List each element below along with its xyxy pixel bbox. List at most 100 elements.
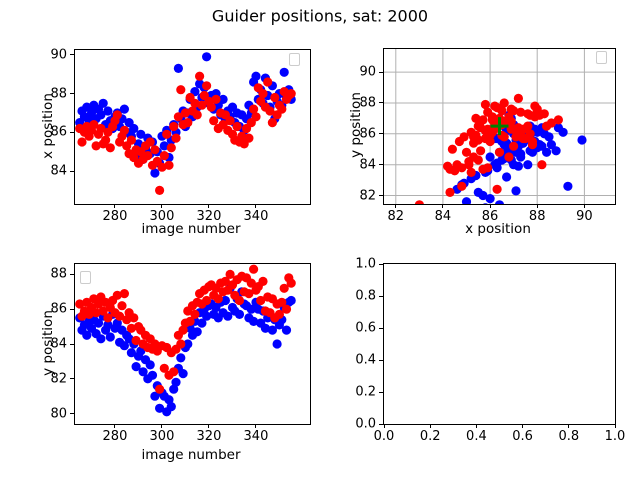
y-axis-label: y position — [40, 310, 56, 376]
plot-canvas — [384, 49, 615, 204]
y-tick-mark — [70, 413, 74, 415]
x-tick-label: 280 — [102, 429, 128, 444]
x-tick-label: 1.0 — [604, 429, 626, 444]
plot-canvas — [75, 52, 296, 195]
plot-canvas — [384, 264, 615, 424]
x-tick-mark — [522, 424, 524, 428]
y-tick-mark — [379, 263, 383, 265]
x-tick-label: 340 — [243, 429, 269, 444]
x-tick-label: 320 — [196, 209, 222, 224]
x-tick-mark — [255, 204, 257, 208]
x-tick-label: 0.8 — [558, 429, 580, 444]
scatter-points-red — [75, 71, 296, 195]
x-tick-label: 0.0 — [373, 429, 395, 444]
y-tick-label: 84 — [50, 336, 67, 352]
y-axis-label: x position — [40, 93, 56, 159]
plot-area — [384, 264, 615, 424]
y-tick-label: 90 — [50, 47, 67, 63]
plot-area — [384, 49, 615, 204]
legend-box — [80, 271, 91, 284]
x-tick-label: 82 — [387, 209, 405, 224]
x-tick-label: 0.4 — [466, 429, 487, 444]
y-tick-mark — [70, 378, 74, 380]
plot-y-vs-x-position: 82 84 86 88 90 82 84 86 88 90 — [359, 48, 616, 223]
x-tick-label: 0.6 — [512, 429, 533, 444]
marker-cross-mean-position-cross — [490, 117, 509, 136]
y-tick-mark — [70, 273, 74, 275]
x-tick-label: 340 — [243, 209, 269, 224]
x-tick-mark — [255, 424, 257, 428]
x-tick-mark — [536, 204, 538, 208]
x-tick-label: 300 — [149, 209, 175, 224]
x-axis-label: image number — [141, 447, 241, 463]
y-tick-mark — [70, 343, 74, 345]
x-tick-label: 300 — [149, 429, 175, 444]
x-tick-label: 320 — [196, 429, 222, 444]
y-tick-label: 0.6 — [355, 320, 376, 336]
y-tick-label: 86 — [50, 301, 67, 317]
y-tick-mark — [379, 295, 383, 297]
plot-x-position-vs-image-number: 280 300 320 340 84 86 88 90 — [50, 48, 311, 223]
y-axis-label: y position — [348, 92, 364, 158]
y-tick-mark — [379, 71, 383, 73]
y-tick-mark — [379, 423, 383, 425]
x-tick-label: 0.2 — [419, 429, 441, 444]
x-tick-mark — [161, 424, 163, 428]
y-tick-mark — [379, 391, 383, 393]
x-tick-mark — [583, 204, 585, 208]
legend-box — [289, 53, 300, 66]
y-tick-label: 84 — [50, 163, 67, 179]
x-tick-mark — [208, 424, 210, 428]
y-tick-label: 88 — [50, 266, 67, 282]
x-tick-mark — [114, 424, 116, 428]
x-tick-mark — [489, 204, 491, 208]
x-tick-mark — [442, 204, 444, 208]
y-tick-mark — [70, 54, 74, 56]
x-tick-label: 86 — [481, 209, 499, 224]
y-tick-label: 88 — [50, 86, 67, 102]
y-tick-label: 90 — [359, 64, 376, 80]
y-tick-label: 82 — [359, 188, 376, 204]
x-tick-mark — [383, 424, 385, 428]
plot-canvas — [75, 264, 296, 417]
y-tick-label: 0.0 — [355, 416, 376, 432]
y-tick-mark — [379, 133, 383, 135]
x-tick-mark — [614, 424, 616, 428]
y-tick-mark — [70, 170, 74, 172]
y-tick-mark — [379, 102, 383, 104]
y-tick-mark — [379, 195, 383, 197]
y-tick-mark — [70, 93, 74, 95]
y-tick-label: 0.2 — [355, 384, 376, 400]
y-tick-label: 82 — [50, 371, 67, 387]
y-tick-label: 0.8 — [355, 288, 376, 304]
y-tick-mark — [70, 308, 74, 310]
x-tick-mark — [114, 204, 116, 208]
x-tick-label: 280 — [102, 209, 128, 224]
y-tick-label: 1.0 — [355, 256, 376, 272]
y-tick-label: 0.4 — [355, 352, 376, 368]
plot-area — [75, 264, 310, 424]
x-axis-label: x position — [465, 221, 531, 237]
figure-title: Guider positions, sat: 2000 — [211, 6, 429, 26]
y-tick-mark — [70, 131, 74, 133]
plot-y-position-vs-image-number: 280 300 320 340 80 82 84 86 88 — [50, 263, 311, 443]
x-tick-mark — [568, 424, 570, 428]
y-tick-label: 86 — [50, 124, 67, 140]
y-tick-label: 86 — [359, 126, 376, 142]
x-tick-mark — [475, 424, 477, 428]
x-tick-mark — [208, 204, 210, 208]
legend-box — [596, 51, 607, 64]
x-tick-label: 90 — [576, 209, 593, 224]
x-tick-mark — [161, 204, 163, 208]
x-axis-label: image number — [141, 221, 241, 237]
plot-area — [75, 50, 310, 204]
x-tick-label: 88 — [528, 209, 546, 224]
y-tick-label: 80 — [50, 406, 67, 422]
x-tick-mark — [395, 204, 397, 208]
y-tick-mark — [379, 359, 383, 361]
y-tick-label: 84 — [359, 157, 376, 173]
plot-empty-axes: 0.0 0.2 0.4 0.6 0.8 1.0 0.0 0.2 0.4 0.6 0.8 1.0 — [355, 258, 625, 444]
x-tick-mark — [429, 424, 431, 428]
y-tick-mark — [379, 164, 383, 166]
